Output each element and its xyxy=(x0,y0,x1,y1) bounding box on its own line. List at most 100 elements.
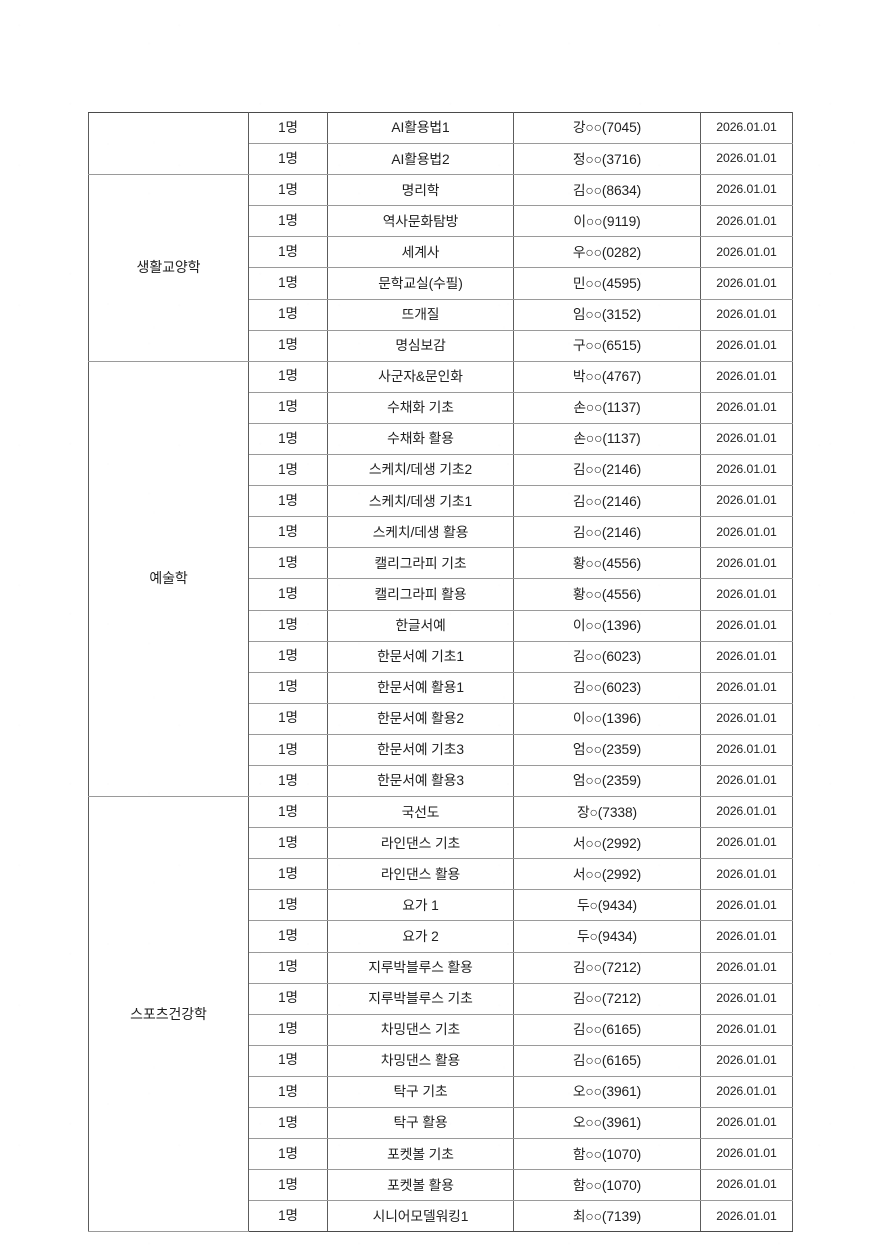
table-row: 1명 스케치/데생 활용 김○○(2146) 2026.01.01 xyxy=(89,516,793,549)
date-cell: 2026.01.01 xyxy=(700,547,793,580)
course-name-cell: AI활용법1 xyxy=(327,111,514,145)
date-cell: 2026.01.01 xyxy=(700,422,793,456)
instructor-cell: 손○○(1137) xyxy=(513,391,701,424)
date-cell: 2026.01.01 xyxy=(700,920,793,953)
date-cell: 2026.01.01 xyxy=(700,329,793,362)
course-name-cell: 역사문화탐방 xyxy=(327,205,514,238)
count-cell: 1명 xyxy=(248,702,328,735)
count-cell: 1명 xyxy=(248,485,328,518)
table-row: 1명 스케치/데생 기초2 김○○(2146) 2026.01.01 xyxy=(89,454,793,487)
count-cell: 1명 xyxy=(248,951,328,984)
date-cell: 2026.01.01 xyxy=(700,702,793,735)
table-row: 1명 탁구 기초 오○○(3961) 2026.01.01 xyxy=(89,1075,793,1109)
instructor-cell: 김○○(7212) xyxy=(513,951,701,984)
table-row: 1명 시니어모델워킹1 최○○(7139) 2026.01.01 xyxy=(89,1200,793,1233)
date-cell: 2026.01.01 xyxy=(700,174,793,207)
count-cell: 1명 xyxy=(248,1106,328,1140)
table-row: 1명 명심보감 구○○(6515) 2026.01.01 xyxy=(89,329,793,362)
instructor-cell: 이○○(1396) xyxy=(513,702,701,735)
course-name-cell: 요가 2 xyxy=(327,920,514,953)
date-cell: 2026.01.01 xyxy=(700,111,793,145)
course-name-cell: 스케치/데생 활용 xyxy=(327,516,514,549)
table-row: 1명 탁구 활용 오○○(3961) 2026.01.01 xyxy=(89,1106,793,1140)
table-row: 1명 한문서예 기초3 엄○○(2359) 2026.01.01 xyxy=(89,733,793,766)
date-cell: 2026.01.01 xyxy=(700,827,793,860)
date-cell: 2026.01.01 xyxy=(700,143,793,176)
count-cell: 1명 xyxy=(248,329,328,362)
course-name-cell: 사군자&문인화 xyxy=(327,360,514,393)
table-row: 1명 역사문화탐방 이○○(9119) 2026.01.01 xyxy=(89,205,793,238)
date-cell: 2026.01.01 xyxy=(700,454,793,487)
course-name-cell: 한문서예 활용1 xyxy=(327,671,514,704)
count-cell: 1명 xyxy=(248,1169,328,1202)
date-cell: 2026.01.01 xyxy=(700,298,793,331)
table-row: 1명 수채화 기초 손○○(1137) 2026.01.01 xyxy=(89,391,793,424)
course-name-cell: 라인댄스 기초 xyxy=(327,827,514,860)
instructor-cell: 김○○(7212) xyxy=(513,982,701,1015)
instructor-cell: 우○○(0282) xyxy=(513,236,701,269)
date-cell: 2026.01.01 xyxy=(700,360,793,393)
date-cell: 2026.01.01 xyxy=(700,205,793,238)
instructor-cell: 엄○○(2359) xyxy=(513,733,701,766)
course-name-cell: 캘리그라피 활용 xyxy=(327,578,514,611)
count-cell: 1명 xyxy=(248,858,328,891)
instructor-cell: 서○○(2992) xyxy=(513,858,701,891)
course-name-cell: 국선도 xyxy=(327,796,514,829)
instructor-cell: 구○○(6515) xyxy=(513,329,701,362)
course-name-cell: 수채화 활용 xyxy=(327,422,514,456)
count-cell: 1명 xyxy=(248,1044,328,1077)
instructor-cell: 손○○(1137) xyxy=(513,422,701,456)
course-name-cell: 명심보감 xyxy=(327,329,514,362)
count-cell: 1명 xyxy=(248,516,328,549)
count-cell: 1명 xyxy=(248,547,328,580)
course-name-cell: 캘리그라피 기초 xyxy=(327,547,514,580)
instructor-cell: 황○○(4556) xyxy=(513,578,701,611)
instructor-cell: 정○○(3716) xyxy=(513,143,701,176)
course-name-cell: 뜨개질 xyxy=(327,298,514,331)
instructor-cell: 김○○(6165) xyxy=(513,1044,701,1077)
count-cell: 1명 xyxy=(248,143,328,176)
instructor-cell: 이○○(9119) xyxy=(513,205,701,238)
category-cell: 예술학 xyxy=(88,360,249,798)
date-cell: 2026.01.01 xyxy=(700,764,793,798)
instructor-cell: 김○○(2146) xyxy=(513,485,701,518)
count-cell: 1명 xyxy=(248,422,328,456)
count-cell: 1명 xyxy=(248,298,328,331)
instructor-cell: 김○○(8634) xyxy=(513,174,701,207)
date-cell: 2026.01.01 xyxy=(700,671,793,704)
instructor-cell: 강○○(7045) xyxy=(513,111,701,145)
instructor-cell: 엄○○(2359) xyxy=(513,764,701,798)
date-cell: 2026.01.01 xyxy=(700,609,793,642)
table-row: 스포츠건강학 1명 국선도 장○(7338) 2026.01.01 xyxy=(88,796,793,1233)
table-row: 예술학 1명 사군자&문인화 박○○(4767) 2026.01.01 xyxy=(88,360,793,798)
instructor-cell: 최○○(7139) xyxy=(513,1200,701,1233)
course-name-cell: 세계사 xyxy=(327,236,514,269)
date-cell: 2026.01.01 xyxy=(700,733,793,766)
course-name-cell: 한문서예 기초1 xyxy=(327,640,514,673)
instructor-cell: 오○○(3961) xyxy=(513,1075,701,1109)
count-cell: 1명 xyxy=(248,671,328,704)
date-cell: 2026.01.01 xyxy=(700,889,793,922)
date-cell: 2026.01.01 xyxy=(700,858,793,891)
count-cell: 1명 xyxy=(248,174,328,207)
count-cell: 1명 xyxy=(248,733,328,766)
instructor-cell: 김○○(2146) xyxy=(513,454,701,487)
category-cell xyxy=(88,111,249,176)
course-name-cell: 시니어모델워킹1 xyxy=(327,1200,514,1233)
instructor-cell: 김○○(6165) xyxy=(513,1013,701,1046)
instructor-cell: 김○○(6023) xyxy=(513,671,701,704)
course-name-cell: 라인댄스 활용 xyxy=(327,858,514,891)
table-row: 1명 차밍댄스 활용 김○○(6165) 2026.01.01 xyxy=(89,1044,793,1077)
count-cell: 1명 xyxy=(248,982,328,1015)
table-row: 1명 문학교실(수필) 민○○(4595) 2026.01.01 xyxy=(89,267,793,300)
instructor-cell: 이○○(1396) xyxy=(513,609,701,642)
count-cell: 1명 xyxy=(248,889,328,922)
table-row: 1명 AI활용법1 강○○(7045) 2026.01.01 xyxy=(88,111,793,176)
date-cell: 2026.01.01 xyxy=(700,982,793,1015)
date-cell: 2026.01.01 xyxy=(700,1138,793,1171)
course-name-cell: 포켓볼 활용 xyxy=(327,1169,514,1202)
instructor-cell: 장○(7338) xyxy=(513,796,701,829)
table-row: 1명 세계사 우○○(0282) 2026.01.01 xyxy=(89,236,793,269)
count-cell: 1명 xyxy=(248,609,328,642)
table-row: 1명 AI활용법2 정○○(3716) 2026.01.01 xyxy=(89,143,793,176)
